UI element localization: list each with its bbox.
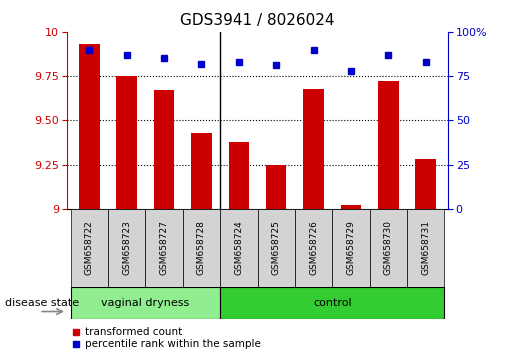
Bar <box>407 209 444 287</box>
Bar <box>266 165 286 209</box>
Text: GSM658726: GSM658726 <box>309 220 318 275</box>
Bar <box>183 209 220 287</box>
Bar <box>229 142 249 209</box>
Text: GSM658723: GSM658723 <box>122 220 131 275</box>
Bar <box>71 209 108 287</box>
Text: control: control <box>313 298 352 308</box>
Text: GSM658722: GSM658722 <box>85 221 94 275</box>
Text: disease state: disease state <box>5 298 79 308</box>
Bar <box>154 90 175 209</box>
Text: GSM658729: GSM658729 <box>347 220 355 275</box>
Title: GDS3941 / 8026024: GDS3941 / 8026024 <box>180 13 335 28</box>
Bar <box>116 76 137 209</box>
Bar <box>258 209 295 287</box>
Bar <box>332 209 370 287</box>
Bar <box>145 209 183 287</box>
Bar <box>416 159 436 209</box>
Bar <box>191 133 212 209</box>
Bar <box>79 44 99 209</box>
Bar <box>220 287 444 319</box>
Text: GSM658727: GSM658727 <box>160 220 168 275</box>
Text: GSM658731: GSM658731 <box>421 220 430 275</box>
Text: vaginal dryness: vaginal dryness <box>101 298 190 308</box>
Text: GSM658728: GSM658728 <box>197 220 206 275</box>
Bar <box>295 209 332 287</box>
Bar <box>378 81 399 209</box>
Bar <box>71 287 220 319</box>
Bar <box>108 209 145 287</box>
Bar <box>370 209 407 287</box>
Bar <box>220 209 258 287</box>
Legend: transformed count, percentile rank within the sample: transformed count, percentile rank withi… <box>72 327 261 349</box>
Bar <box>340 205 361 209</box>
Text: GSM658730: GSM658730 <box>384 220 393 275</box>
Text: GSM658724: GSM658724 <box>234 221 243 275</box>
Text: GSM658725: GSM658725 <box>272 220 281 275</box>
Bar <box>303 88 324 209</box>
